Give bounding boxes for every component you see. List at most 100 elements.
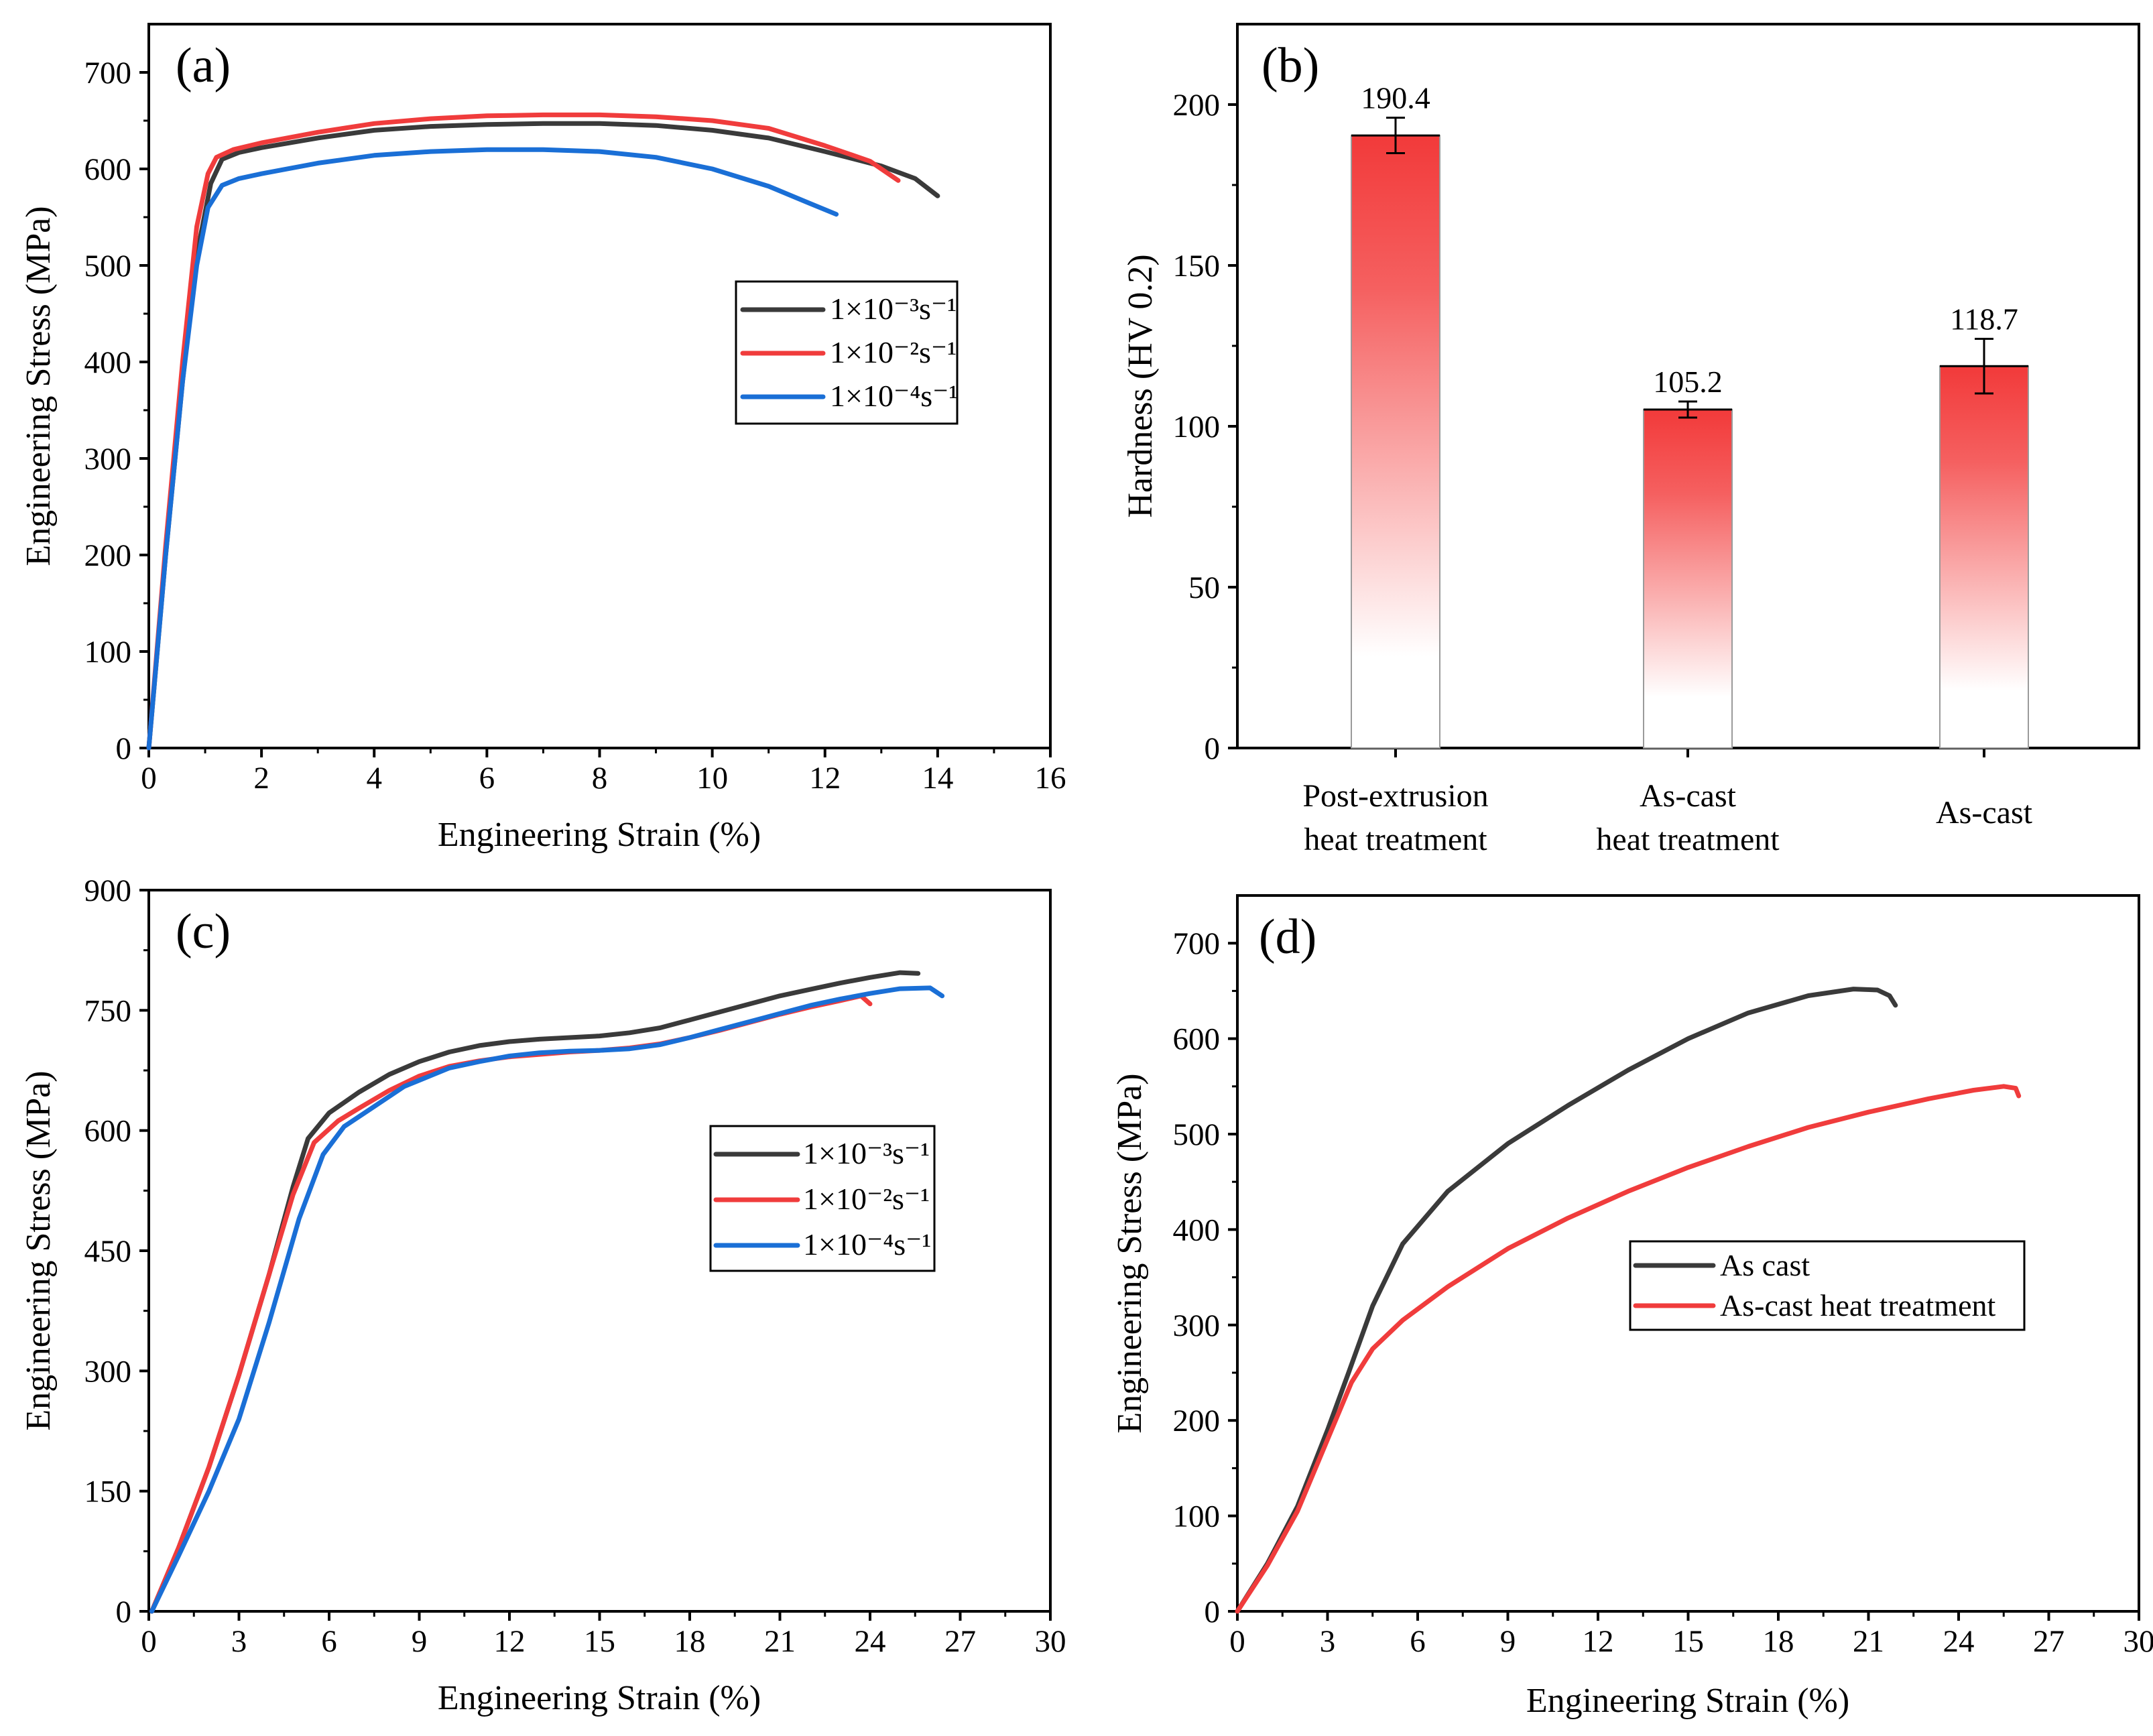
panel-c-y-tick-label: 450: [84, 1234, 132, 1269]
panel-a-curves: [146, 112, 940, 751]
panel-a-x-tick-label: 0: [141, 761, 157, 796]
panel-d-x-tick-label: 15: [1672, 1624, 1704, 1659]
panel-c-x-tick-label: 15: [584, 1624, 615, 1659]
panel-d-x-tick-label: 12: [1583, 1624, 1614, 1659]
panel-a-legend-label-2: 1×10⁻²s⁻¹: [830, 335, 957, 369]
panel-a-y-tick-label: 100: [84, 635, 132, 670]
panel-a-y-tick-label: 400: [84, 345, 132, 380]
panel-a-x-tick-label: 4: [367, 761, 383, 796]
panel-b-category-2-line-1: As-cast: [1640, 778, 1737, 814]
panel-a-x-axis-label: Engineering Strain (%): [438, 816, 761, 854]
panel-a-y-tick-label: 500: [84, 249, 132, 284]
panel-a-y-tick-label: 600: [84, 152, 132, 187]
panel-d-y-tick-label: 300: [1173, 1308, 1221, 1343]
panel-c-label: (c): [176, 904, 231, 959]
panel-c-x-tick-label: 21: [764, 1624, 796, 1659]
panel-c-x-tick-label: 24: [855, 1624, 886, 1659]
panel-d-curves: [1235, 987, 2022, 1614]
panel-d-y-tick-label: 700: [1173, 926, 1221, 961]
panel-c-x-tick-label: 18: [674, 1624, 706, 1659]
panel-a-legend-label-1: 1×10⁻³s⁻¹: [830, 292, 957, 326]
panel-c-x-tick-label: 9: [412, 1624, 428, 1659]
panel-d-x-tick-label: 0: [1229, 1624, 1245, 1659]
panel-a-x-tick-label: 6: [479, 761, 495, 796]
panel-d-x-axis-label: Engineering Strain (%): [1526, 1682, 1849, 1720]
panel-c-series-1-line: [149, 970, 921, 1614]
panel-b-value-label-1: 190.4: [1361, 81, 1430, 115]
panel-b-y-tick-label: 200: [1173, 88, 1221, 123]
panel-d-y-tick-label: 500: [1173, 1117, 1221, 1152]
panel-c-legend-label-1: 1×10⁻³s⁻¹: [803, 1136, 930, 1170]
panel-c-x-tick-label: 6: [321, 1624, 337, 1659]
panel-d-y-tick-label: 0: [1205, 1595, 1221, 1629]
panel-a-x-tick-label: 16: [1035, 761, 1066, 796]
panel-c-series-3-line: [149, 985, 945, 1614]
panel-c-x-tick-label: 30: [1035, 1624, 1066, 1659]
panel-b-y-tick-label: 0: [1205, 731, 1221, 766]
panel-a-x-tick-label: 10: [696, 761, 728, 796]
panel-b-category-1-line-2: heat treatment: [1304, 822, 1487, 857]
panel-d-x-tick-label: 30: [2124, 1624, 2153, 1659]
panel-a-y-tick-label: 300: [84, 442, 132, 477]
panel-a-x-tick-label: 12: [809, 761, 841, 796]
panel-a-legend-label-3: 1×10⁻⁴s⁻¹: [830, 379, 958, 413]
panel-b-bar-3: [1939, 365, 2029, 749]
panel-d-tensile-curves: 0 3 6 9 12 15 18 21 24 27 300100200300400500600700…: [1111, 894, 2153, 1720]
panel-a-x-tick-label: 8: [592, 761, 608, 796]
panel-a-x-tick-label: 2: [253, 761, 269, 796]
panel-b-label: (b): [1262, 38, 1319, 93]
panel-d-y-tick-label: 400: [1173, 1213, 1221, 1247]
panel-b-category-3: As-cast: [1936, 795, 2033, 830]
panel-d-x-tick-label: 18: [1763, 1624, 1794, 1659]
panel-a-series-1-line: [146, 121, 940, 751]
panel-a-y-tick-label: 0: [116, 731, 132, 766]
panel-d-series-1-line: [1235, 987, 1898, 1614]
panel-c-y-tick-label: 900: [84, 873, 132, 908]
panel-d-x-tick-label: 21: [1853, 1624, 1884, 1659]
panel-c-legend-label-2: 1×10⁻²s⁻¹: [803, 1182, 930, 1216]
panel-d-y-tick-label: 200: [1173, 1404, 1221, 1438]
panel-c-legend-label-3: 1×10⁻⁴s⁻¹: [803, 1227, 931, 1261]
panel-b-y-tick-label: 100: [1173, 410, 1221, 444]
panel-a-x-tick-label: 14: [922, 761, 953, 796]
panel-d-label: (d): [1259, 910, 1316, 965]
panel-c-series-2-line: [149, 993, 873, 1614]
panel-c-y-axis-label: Engineering Stress (MPa): [19, 1070, 58, 1430]
panel-b-bars: 190.4 105.2 118.7: [1351, 81, 2029, 749]
panel-a-label: (a): [176, 38, 231, 93]
panel-a-y-tick-label: 700: [84, 56, 132, 90]
panel-d-x-tick-label: 9: [1500, 1624, 1516, 1659]
panel-c-y-tick-label: 150: [84, 1475, 132, 1509]
panel-a-legend: 1×10⁻³s⁻¹ 1×10⁻²s⁻¹ 1×10⁻⁴s⁻¹: [735, 280, 959, 425]
panel-c-x-tick-label: 0: [141, 1624, 157, 1659]
panel-a-series-3-line: [146, 147, 839, 751]
panel-c-y-tick-label: 750: [84, 993, 132, 1028]
panel-b-category-2-line-2: heat treatment: [1596, 822, 1780, 857]
panel-c-x-tick-label: 27: [944, 1624, 976, 1659]
panel-d-x-tick-label: 24: [1943, 1624, 1975, 1659]
panel-d-y-axis-label: Engineering Stress (MPa): [1111, 1073, 1149, 1433]
panel-a-ticks: 0 2 4 6 8 10 12 14 16 0 100 200 300 400 500 600 700: [84, 56, 1066, 796]
panel-b-bar-2: [1643, 409, 1733, 749]
panel-d-x-tick-label: 6: [1410, 1624, 1426, 1659]
panel-b-value-label-2: 105.2: [1653, 365, 1723, 399]
panel-d-x-tick-label: 3: [1320, 1624, 1336, 1659]
panel-d-legend-box: [1629, 1240, 2026, 1331]
panel-d-y-tick-label: 100: [1173, 1499, 1221, 1534]
panel-c-y-tick-label: 600: [84, 1114, 132, 1149]
panel-b-value-label-3: 118.7: [1950, 302, 2018, 336]
panel-b-category-1-line-1: Post-extrusion: [1302, 778, 1488, 814]
panel-d-y-tick-label: 600: [1173, 1022, 1221, 1057]
panel-d-series-2-line: [1235, 1084, 2022, 1614]
panel-c-curves: [149, 970, 945, 1614]
panel-a-series-2-line: [146, 112, 901, 751]
panel-b-ticks: 0 50 100 150 200: [1173, 88, 1985, 766]
panel-d-legend-label-1: As cast: [1720, 1248, 1810, 1282]
panel-c-legend: 1×10⁻³s⁻¹ 1×10⁻²s⁻¹ 1×10⁻⁴s⁻¹: [709, 1125, 936, 1272]
panel-d-legend: As cast As-cast heat treatment: [1629, 1240, 2026, 1331]
